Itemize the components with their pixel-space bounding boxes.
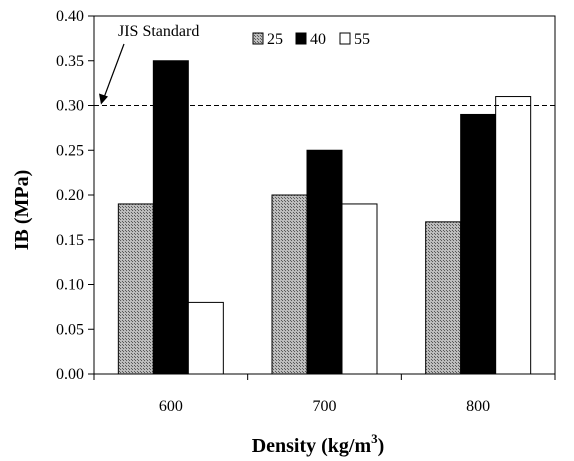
x-tick-label: 800 [466, 398, 490, 415]
bars-group [117, 60, 532, 375]
legend-label-25: 25 [267, 31, 283, 48]
bar-40-800 [460, 113, 497, 375]
y-tick-label: 0.15 [56, 232, 84, 249]
annotation-arrow-shaft [103, 43, 125, 98]
reference-line-label: JIS Standard [118, 23, 199, 40]
x-axis-title-tail: ) [378, 435, 385, 457]
x-tick-label: 600 [159, 398, 183, 415]
legend-swatch-40 [295, 32, 307, 45]
bar-25-800 [425, 221, 462, 375]
legend-swatch-25 [252, 32, 264, 45]
y-tick-label: 0.35 [56, 53, 84, 70]
bar-25-600 [117, 203, 154, 375]
x-axis-title-main: Density (kg/m [252, 435, 372, 457]
bar-40-700 [306, 149, 343, 375]
legend: 25 40 55 [252, 31, 370, 48]
bar-25-700 [271, 194, 308, 375]
y-tick-label: 0.10 [56, 277, 84, 294]
x-axis-ticks: 600 700 800 [93, 374, 556, 415]
y-tick-label: 0.00 [56, 366, 84, 383]
y-tick-label: 0.30 [56, 98, 84, 115]
y-axis-title: IB (MPa) [11, 170, 33, 251]
legend-label-55: 55 [354, 31, 370, 48]
reference-line-group: JIS Standard [94, 23, 555, 106]
legend-label-40: 40 [310, 31, 326, 48]
x-axis-title: Density (kg/m3) [252, 431, 385, 457]
x-tick-label: 700 [313, 398, 337, 415]
y-tick-label: 0.05 [56, 321, 84, 338]
y-tick-label: 0.20 [56, 187, 84, 204]
bar-55-700 [341, 203, 378, 375]
x-axis-title-sup: 3 [371, 431, 378, 446]
bar-40-600 [152, 60, 189, 375]
bar-55-600 [187, 301, 224, 375]
legend-swatch-55 [339, 32, 351, 45]
annotation-arrow-head [99, 93, 108, 105]
bar-55-800 [495, 96, 532, 375]
y-tick-label: 0.25 [56, 142, 84, 159]
y-axis-ticks: 0.00 0.05 0.10 0.15 0.20 0.25 0.30 0.35 0.40 [56, 8, 94, 383]
y-tick-label: 0.40 [56, 8, 84, 25]
